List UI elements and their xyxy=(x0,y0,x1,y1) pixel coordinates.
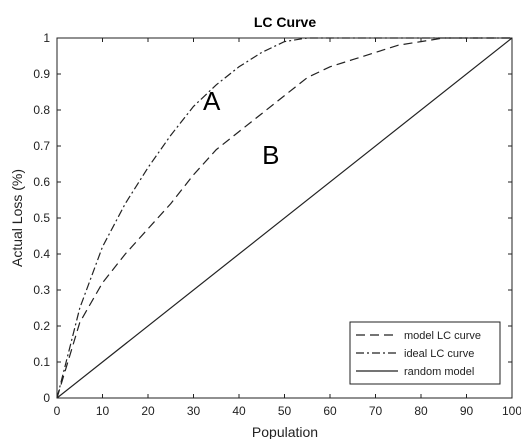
x-tick-label: 40 xyxy=(232,404,246,418)
y-tick-label: 0.5 xyxy=(33,211,50,225)
x-tick-label: 10 xyxy=(96,404,110,418)
y-tick-label: 0.3 xyxy=(33,283,50,297)
y-tick-label: 0.6 xyxy=(33,175,50,189)
region-label-b: B xyxy=(262,140,279,170)
series-line-ideal-lc-curve xyxy=(56,37,512,399)
y-tick-label: 1 xyxy=(43,31,50,45)
legend-entry-label: ideal LC curve xyxy=(404,348,474,360)
y-tick-label: 0.1 xyxy=(33,355,50,369)
legend-entry-label: random model xyxy=(404,366,474,378)
x-axis-title: Population xyxy=(252,424,318,439)
series-lines xyxy=(56,37,513,399)
region-label-a: A xyxy=(203,86,221,116)
x-tick-label: 0 xyxy=(54,404,61,418)
x-tick-label: 80 xyxy=(414,404,428,418)
legend-entry-label: model LC curve xyxy=(404,330,481,342)
y-tick-label: 0.7 xyxy=(33,139,50,153)
y-tick-label: 0 xyxy=(43,391,50,405)
x-tick-label: 30 xyxy=(187,404,201,418)
x-tick-label: 70 xyxy=(369,404,383,418)
x-tick-label: 60 xyxy=(323,404,337,418)
axis-ticks: 0 10 20 30 40 50 60 70 80 90 100 0 0.1 0.2 0.3 0.4 0.5 0.… xyxy=(33,31,521,418)
y-tick-label: 0.2 xyxy=(33,319,50,333)
x-tick-label: 100 xyxy=(502,404,521,418)
y-tick-label: 0.9 xyxy=(33,67,50,81)
region-annotations: AB xyxy=(203,86,279,170)
x-tick-label: 90 xyxy=(460,404,474,418)
series-line-model-lc-curve xyxy=(56,37,512,399)
y-tick-label: 0.4 xyxy=(33,247,50,261)
x-tick-label: 20 xyxy=(141,404,155,418)
y-tick-label: 0.8 xyxy=(33,103,50,117)
chart-title: LC Curve xyxy=(254,14,316,30)
legend: model LC curve ideal LC curve random model xyxy=(349,321,501,385)
series-line-random-model xyxy=(56,37,513,399)
x-tick-label: 50 xyxy=(278,404,292,418)
y-axis-title: Actual Loss (%) xyxy=(9,169,25,267)
